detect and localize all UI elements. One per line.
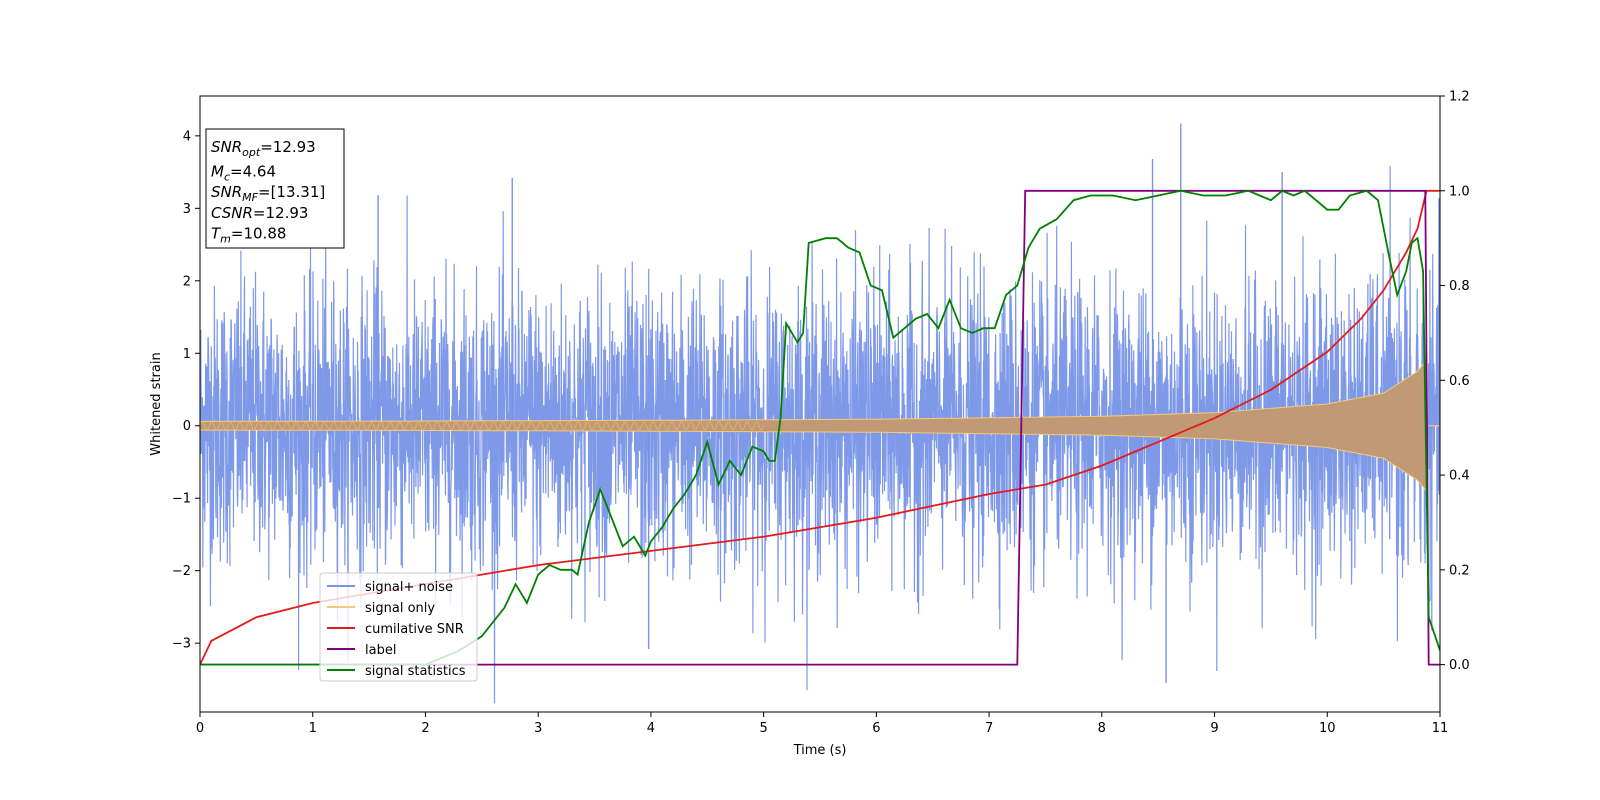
y-axis-left: −3 −2 −1 0 1 2 3 4 [172,129,200,652]
legend-label: signal only [365,601,435,616]
x-tick-label: 6 [872,721,880,736]
y-right-tick-label: 1.2 [1449,90,1470,105]
annotation-base: T [211,224,222,242]
annotation-base: M [211,163,224,181]
y-axis-label: Whitened strain [149,352,164,455]
signal-ripple [200,421,765,431]
y-axis-right: 0.0 0.2 0.4 0.6 0.8 1.0 1.2 [1440,90,1470,673]
y-left-tick-label: 4 [183,129,191,144]
y-right-tick-label: 0.8 [1449,279,1470,294]
annotation-line: CSNR=12.93 [211,204,308,222]
annotation-base: SNR [211,138,242,156]
annotation-box: SNRopt=12.93Mc=4.64SNRMF=[13.31]CSNR=12.… [205,128,345,249]
series-label [200,189,1440,666]
annotation-value: =[13.31] [258,183,325,201]
y-left-tick-label: 3 [183,202,191,217]
x-axis: 0 1 2 3 4 5 6 7 8 9 10 11 [196,712,1448,736]
annotation-base: CSNR [211,204,253,222]
y-left-tick-label: −3 [172,637,191,652]
annotation-frame [205,128,345,249]
x-tick-label: 7 [985,721,993,736]
annotation-sub: MF [242,191,258,204]
x-tick-label: 5 [759,721,767,736]
y-right-tick-label: 0.4 [1449,469,1470,484]
annotation-line: SNRopt=12.93 [211,138,316,159]
y-left-tick-label: 2 [183,274,191,289]
annotation-value: =12.93 [253,204,309,222]
y-right-tick-label: 0.6 [1449,374,1470,389]
annotation-value: =12.93 [260,138,316,156]
annotation-line: Mc=4.64 [211,163,276,184]
legend-label: cumilative SNR [365,622,464,637]
x-tick-label: 11 [1432,721,1449,736]
x-tick-label: 8 [1098,721,1106,736]
legend-label: signal statistics [365,664,466,679]
annotation-line: Tm=10.88 [211,224,286,245]
annotation-value: =10.88 [231,224,287,242]
series-signal-statistics [200,189,1440,666]
annotation-sub: c [224,171,230,184]
annotation-base: SNR [211,183,242,201]
x-axis-label: Time (s) [793,743,847,758]
y-left-tick-label: −1 [172,492,191,507]
plot-area [200,123,1440,704]
y-left-tick-label: 0 [183,419,191,434]
y-left-tick-label: 1 [183,347,191,362]
legend-label: label [365,643,396,658]
annotation-sub: m [220,232,231,245]
legend: signal+ noise signal only cumilative SNR la… [319,572,478,682]
x-tick-label: 10 [1319,721,1336,736]
y-left-tick-label: −2 [172,564,191,579]
y-right-tick-label: 0.0 [1449,658,1470,673]
annotation-line: SNRMF=[13.31] [211,183,325,204]
legend-label: signal+ noise [365,580,453,595]
plot-frame [199,95,1441,713]
x-tick-label: 2 [421,721,429,736]
y-right-tick-label: 0.2 [1449,563,1470,578]
y-right-tick-label: 1.0 [1449,184,1470,199]
x-tick-label: 3 [534,721,542,736]
x-tick-label: 1 [309,721,317,736]
x-tick-label: 9 [1210,721,1218,736]
annotation-value: =4.64 [230,163,276,181]
annotation-sub: opt [242,146,261,159]
x-tick-label: 4 [647,721,655,736]
legend-frame [319,572,478,682]
x-tick-label: 0 [196,721,204,736]
